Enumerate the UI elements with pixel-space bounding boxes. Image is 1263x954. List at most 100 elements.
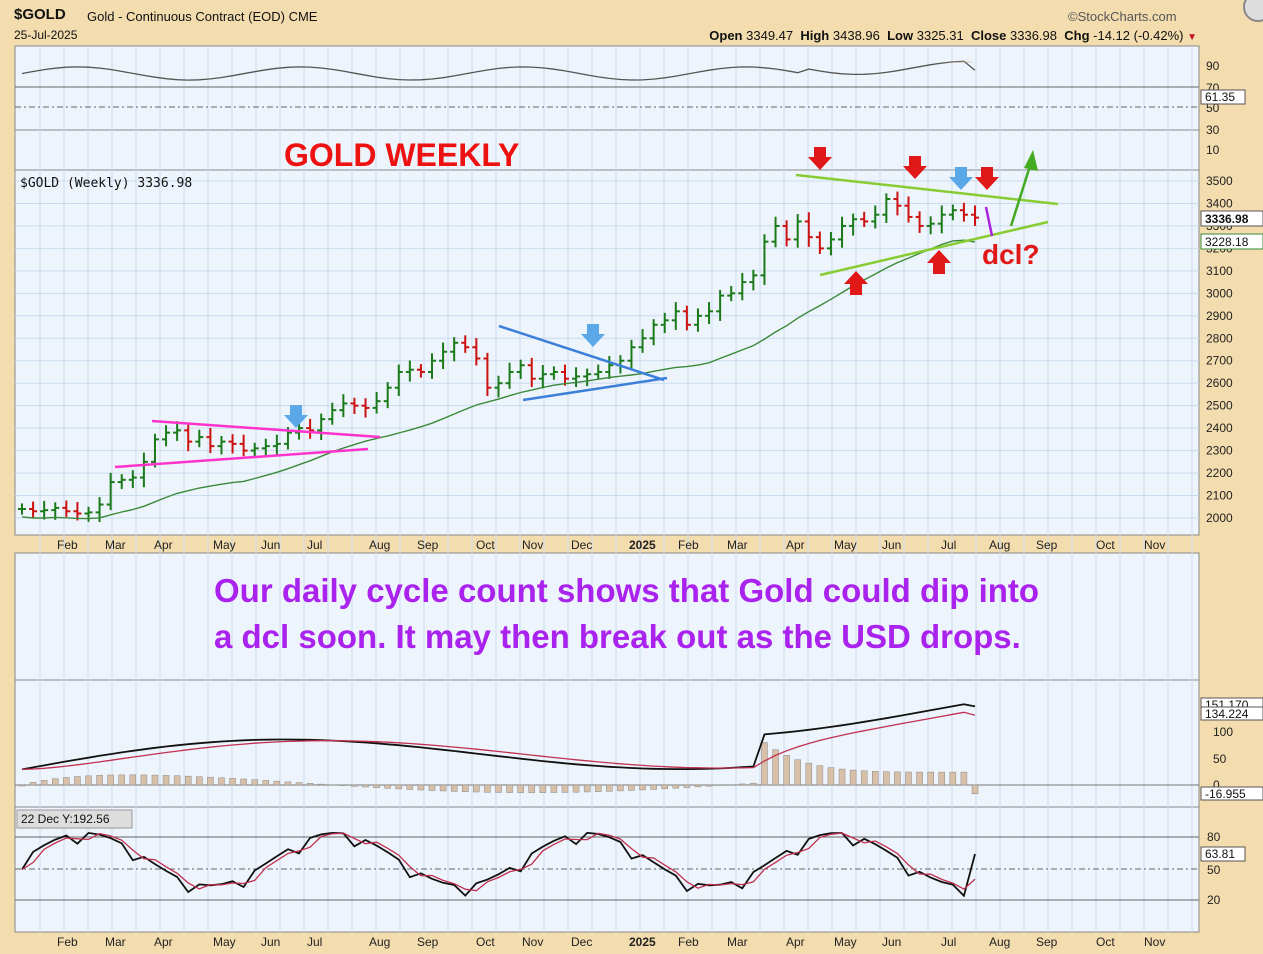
- macd-hist-bar: [916, 771, 923, 786]
- ohlc-readout: Open 3349.47 High 3438.96 Low 3325.31 Cl…: [709, 28, 1197, 43]
- ohlc-bar: [29, 501, 38, 519]
- macd-hist-bar: [938, 771, 946, 786]
- comment-line-2: a dcl soon. It may then break out as the…: [214, 618, 1021, 655]
- ohlc-bar: [804, 212, 813, 247]
- macd-tick-0: 0: [1213, 778, 1220, 792]
- month-label: Feb: [678, 538, 699, 552]
- window-control-button[interactable]: [1243, 0, 1263, 22]
- month-label: May: [213, 935, 236, 949]
- month-label: Nov: [1144, 538, 1165, 552]
- macd-hist-bar: [495, 784, 502, 793]
- stoch-k-line: [21, 831, 976, 898]
- macd-hist-bar: [284, 781, 292, 786]
- last-value: 3336.98: [1205, 212, 1249, 226]
- macd-hist-bar: [816, 765, 824, 786]
- month-label: Apr: [786, 935, 805, 949]
- macd-hist-bar: [805, 762, 813, 786]
- macd-hist-bar: [162, 775, 170, 786]
- ohlc-bar: [583, 368, 592, 387]
- month-label: Sep: [1036, 935, 1058, 949]
- month-label: Nov: [522, 935, 543, 949]
- instrument-name: Gold - Continuous Contract (EOD) CME: [87, 9, 317, 24]
- macd-hist-bar: [506, 784, 513, 793]
- rsi-tick-90: 90: [1206, 59, 1220, 73]
- macd-hist-bar: [40, 780, 48, 786]
- high-value: 3438.96: [832, 28, 880, 43]
- macd-hist-bar: [650, 784, 657, 790]
- low-value: 3325.31: [916, 28, 964, 43]
- ohlc-bar: [195, 429, 204, 448]
- red-up-arrows: [844, 250, 951, 295]
- rsi-axis: 90 70 50 30 10 61.35: [1200, 59, 1246, 157]
- month-label: Aug: [989, 935, 1010, 949]
- month-label: Dec: [571, 538, 592, 552]
- ohlc-bar: [206, 427, 215, 454]
- macd-hist-bar: [739, 783, 746, 786]
- macd-hist-bar: [63, 777, 70, 786]
- ohlc-bar: [738, 272, 747, 301]
- month-label: Jun: [882, 935, 901, 949]
- macd-hist-bar: [949, 771, 957, 786]
- rsi-value: 61.35: [1205, 90, 1235, 104]
- chart-date: 25-Jul-2025: [14, 28, 78, 42]
- ohlc-bar: [538, 365, 547, 389]
- macd-axis: 100 50 0: [1213, 725, 1233, 792]
- ohlc-bar: [959, 202, 968, 222]
- price-tick: 3100: [1206, 264, 1233, 278]
- macd-hist-bar: [971, 784, 979, 795]
- macd-hist-bar: [317, 783, 325, 786]
- blue-down-arrow-icon: [284, 405, 308, 428]
- ohlc-bar: [483, 352, 492, 397]
- macd-hist-bar: [29, 782, 37, 786]
- ohlc-bar: [516, 359, 525, 379]
- ohlc-bar: [893, 191, 902, 216]
- ohlc-bar: [971, 205, 979, 226]
- month-label: Jun: [261, 538, 280, 552]
- red-down-arrows: [808, 147, 999, 190]
- ohlc-bar: [671, 302, 680, 330]
- month-label: Oct: [1096, 538, 1115, 552]
- month-label: Apr: [786, 538, 805, 552]
- macd-hist-bar: [683, 784, 691, 788]
- month-label: May: [834, 935, 857, 949]
- ohlc-bar: [328, 402, 337, 425]
- price-legend: $GOLD (Weekly) 3336.98: [20, 176, 192, 191]
- month-label: Dec: [571, 935, 592, 949]
- price-tick: 3000: [1206, 286, 1233, 300]
- red-down-arrow-icon: [808, 147, 832, 170]
- tooltip-box: [16, 809, 133, 829]
- ohlc-bar: [594, 364, 603, 380]
- ohlc-bar: [605, 356, 614, 379]
- macd-hist-bar: [550, 784, 558, 793]
- ohlc-bar: [450, 337, 459, 362]
- month-label: May: [834, 538, 857, 552]
- red-up-arrow-icon: [927, 250, 951, 274]
- blue-lower-trendline: [522, 376, 668, 402]
- ohlc-bar: [317, 413, 326, 441]
- price-tick: 2200: [1206, 466, 1233, 480]
- ohlc-bar: [572, 367, 581, 388]
- month-label: Nov: [1144, 935, 1165, 949]
- price-panel: [14, 169, 1200, 536]
- ohlc-bar: [73, 502, 82, 521]
- ohlc-bar: [915, 211, 924, 233]
- macd-hist-bar: [960, 771, 968, 786]
- ohlc-bar: [239, 434, 248, 457]
- stoch-tick-80: 80: [1207, 830, 1221, 844]
- macd-hist-bar: [295, 782, 303, 786]
- macd-hist-bar: [484, 784, 491, 793]
- macd-hist-bar: [107, 774, 114, 786]
- macd-hist-bar: [450, 784, 458, 792]
- comment-panel: [14, 552, 1200, 681]
- chart-title-annotation: GOLD WEEKLY: [284, 137, 519, 173]
- macd-line: [21, 703, 976, 771]
- price-tick: 3400: [1206, 196, 1233, 210]
- macd-hist-bar: [406, 784, 414, 790]
- stoch-value: 63.81: [1205, 847, 1235, 861]
- month-label: Aug: [369, 935, 390, 949]
- rsi-tick-10: 10: [1206, 143, 1220, 157]
- macd-hist-bar: [118, 774, 125, 786]
- macd-hist-bar: [229, 778, 236, 786]
- macd-hist-bar: [74, 776, 81, 786]
- green-upper-trendline: [795, 173, 1059, 206]
